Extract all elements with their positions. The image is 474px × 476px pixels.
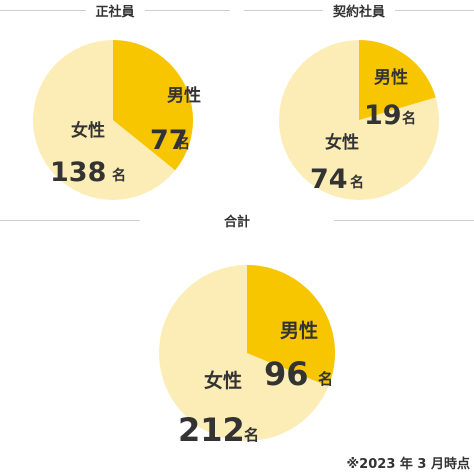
pie-slice-male-keiyaku [359,40,436,120]
pie-unit-male-total: 名 [318,370,333,388]
pie-value-female-keiyaku: 74 [310,164,348,195]
pie-value-female-seishain: 138 [50,157,106,188]
heading-seishain-label: 正社員 [95,5,135,20]
pie-value-female-total: 212 [178,411,245,449]
pie-unit-male-seishain: 名 [176,135,190,152]
pie-label-male-keiyaku: 男性 [374,67,408,88]
pie-value-male-keiyaku: 19 [364,100,402,131]
pie-label-female-seishain: 女性 [71,120,105,141]
pie-label-female-total: 女性 [204,369,242,392]
pie-label-male-total: 男性 [280,319,318,342]
heading-keiyaku-label: 契約社員 [333,5,386,20]
pie-unit-female-seishain: 名 [112,167,126,184]
pie-unit-female-keiyaku: 名 [350,174,364,191]
footnote: ※2023 年 3 月時点 [346,457,470,472]
pie-slice-male-total [247,265,335,387]
pie-label-male-seishain: 男性 [167,85,201,106]
pie-label-female-keiyaku: 女性 [325,132,359,153]
pie-value-male-seishain: 77 [150,125,188,156]
pie-value-male-total: 96 [264,355,309,393]
heading-total-label: 合計 [224,215,251,230]
pie-unit-male-keiyaku: 名 [402,110,416,127]
heading-keiyaku: 契約社員 [244,1,474,20]
heading-total: 合計 [0,211,474,230]
pie-unit-female-total: 名 [244,426,259,444]
heading-seishain: 正社員 [0,1,231,20]
pie-slice-male-seishain [113,40,194,171]
